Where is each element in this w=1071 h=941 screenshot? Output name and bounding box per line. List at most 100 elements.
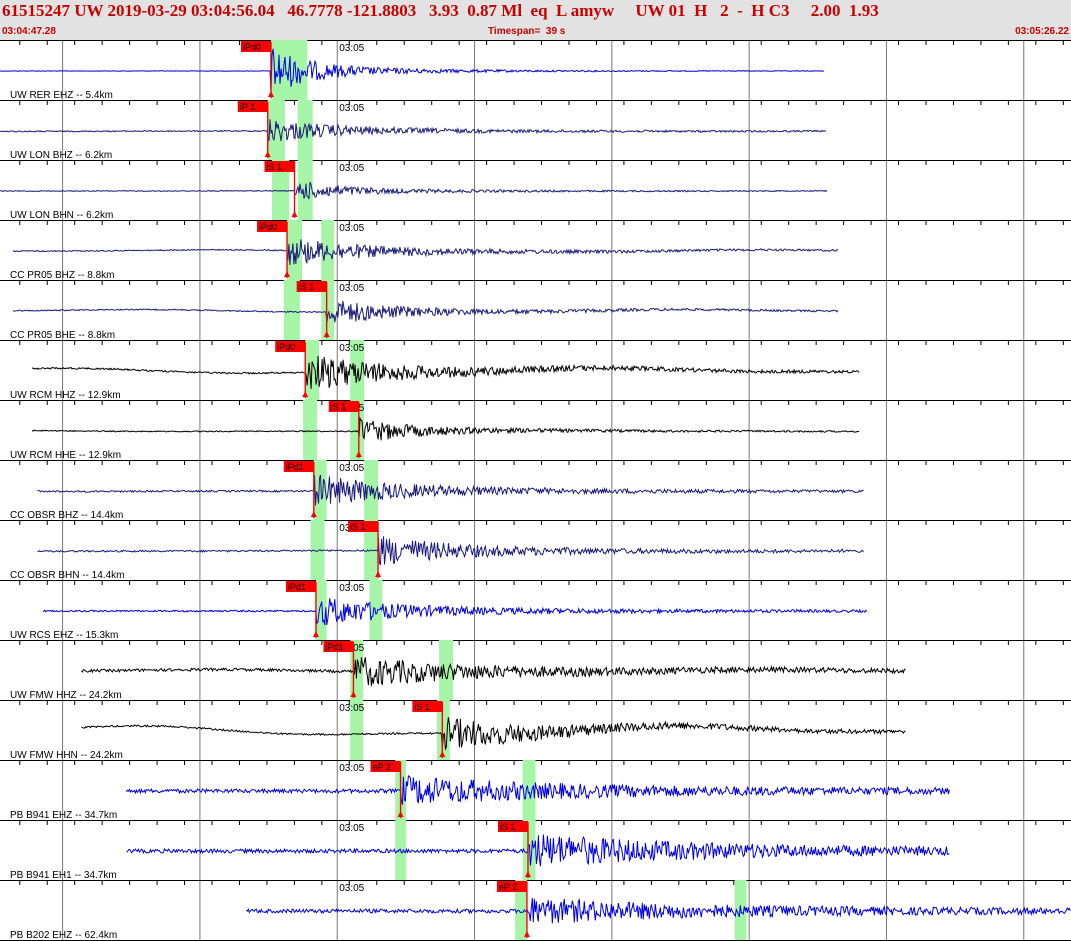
minute-label: 03:05 <box>339 343 364 354</box>
s-window-highlight <box>522 760 536 820</box>
waveform <box>42 598 868 626</box>
pick-label: eP 2 <box>373 762 391 772</box>
pick-label: iS 1 <box>267 162 283 172</box>
s-window-highlight <box>439 640 454 700</box>
trace-row: 03:05 iPd0 UW RCM HHZ -- 12.9km <box>0 340 1071 401</box>
trace-row: 03:05 iPd0 CC PR05 BHZ -- 8.8km <box>0 220 1071 281</box>
trace-row: 03:05 eP 2 PB B202 EHZ -- 62.4km <box>0 880 1071 941</box>
minute-label: 03:05 <box>339 583 364 594</box>
s-window-highlight <box>297 100 313 160</box>
waveform <box>245 898 1071 924</box>
waveform <box>37 536 864 566</box>
pick-label-box[interactable] <box>323 641 354 652</box>
trace-row: 03:05 iS 1 CC PR05 BHE -- 8.8km <box>0 280 1071 341</box>
pick-marker <box>284 271 291 277</box>
station-label: PB B941 EH1 -- 34.7km <box>10 870 117 881</box>
trace-row: 03:05 iPd1 CC OBSR BHZ -- 14.4km <box>0 460 1071 521</box>
pick-marker <box>291 211 298 217</box>
pick-label-box[interactable] <box>264 161 295 172</box>
waveform <box>0 119 827 142</box>
p-window-highlight <box>283 280 300 340</box>
waveform <box>31 355 860 389</box>
pick-marker <box>355 451 362 457</box>
pick-label: iP 1 <box>240 102 255 112</box>
pick-marker <box>323 331 330 337</box>
pick-label: eP 2 <box>499 882 517 892</box>
pick-label-box[interactable] <box>498 821 529 832</box>
pick-label: iPd1 <box>325 642 343 652</box>
pick-label-box[interactable] <box>275 341 306 352</box>
station-label: UW LON BHN -- 6.2km <box>10 210 113 221</box>
minute-label: 03:05 <box>339 883 364 894</box>
waveform <box>31 416 860 441</box>
pick-label: iPd0 <box>277 342 295 352</box>
pick-label: iPd1 <box>286 462 304 472</box>
event-summary-title: 61515247 UW 2019-03-29 03:04:56.04 46.77… <box>2 1 879 20</box>
waveform <box>37 474 864 506</box>
pick-marker <box>302 391 309 397</box>
minute-label: 03:05 <box>339 283 364 294</box>
station-label: PB B941 EHZ -- 34.7km <box>10 810 117 821</box>
trace-row: 03:05 iP 1 UW LON BHZ -- 6.2km <box>0 100 1071 161</box>
pick-marker <box>397 811 404 817</box>
p-window-highlight <box>310 520 325 580</box>
pick-label: iPd0 <box>259 222 277 232</box>
pick-label-box[interactable] <box>348 521 379 532</box>
pick-label-box[interactable] <box>496 881 527 892</box>
station-label: CC OBSR BHZ -- 14.4km <box>10 510 123 521</box>
s-window-highlight <box>321 280 335 340</box>
trace-row: 03:05 iPd0 UW RER EHZ -- 5.4km <box>0 40 1071 101</box>
station-label: PB B202 EHZ -- 62.4km <box>10 930 117 941</box>
waveform <box>81 717 906 750</box>
pick-label-box[interactable] <box>328 401 359 412</box>
minute-label: 03:05 <box>339 463 364 474</box>
waveform <box>0 181 828 200</box>
trace-row: 03:05 iS 1 PB B941 EH1 -- 34.7km <box>0 820 1071 881</box>
pick-marker <box>525 871 532 877</box>
pick-label: iS 1 <box>350 522 366 532</box>
pick-label-box[interactable] <box>412 701 443 712</box>
p-window-highlight <box>272 160 290 220</box>
timespan-label: Timespan= 39 s <box>488 26 566 37</box>
pick-label-box[interactable] <box>296 281 327 292</box>
minute-label: 03:05 <box>339 163 364 174</box>
start-time-label: 03:04:47.28 <box>2 26 56 37</box>
pick-marker <box>375 571 382 577</box>
p-window-highlight <box>303 400 318 460</box>
pick-label: iS 1 <box>331 402 347 412</box>
pick-label-box[interactable] <box>285 581 316 592</box>
pick-label-box[interactable] <box>237 101 268 112</box>
pick-label: iPd0 <box>243 42 261 52</box>
pick-label-box[interactable] <box>240 41 271 52</box>
pick-marker <box>439 751 446 757</box>
pick-marker <box>267 91 274 97</box>
s-window-highlight <box>350 400 365 460</box>
minute-label: 03:05 <box>339 703 364 714</box>
pick-label: iS 1 <box>414 702 430 712</box>
station-label: UW RCM HHZ -- 12.9km <box>10 390 121 401</box>
s-window-highlight <box>297 40 308 100</box>
pick-label-box[interactable] <box>283 461 314 472</box>
waveform <box>125 774 950 805</box>
minute-label: 03:05 <box>339 43 364 54</box>
pick-label-box[interactable] <box>370 761 401 772</box>
minute-label: 03:05 <box>339 763 364 774</box>
seismogram-panel: 03:05 iPd0 UW RER EHZ -- 5.4km 03:05 iP 1 UW … <box>0 40 1071 941</box>
pick-label-box[interactable] <box>257 221 288 232</box>
p-window-highlight <box>515 880 527 940</box>
station-label: UW FMW HHZ -- 24.2km <box>10 690 122 701</box>
station-label: UW RCM HHE -- 12.9km <box>10 450 121 461</box>
pick-label: iS 1 <box>299 282 315 292</box>
header-bar: 61515247 UW 2019-03-29 03:04:56.04 46.77… <box>0 0 1071 40</box>
station-label: CC OBSR BHN -- 14.4km <box>10 570 124 581</box>
waveform <box>126 834 950 867</box>
station-label: UW RCS EHZ -- 15.3km <box>10 630 118 641</box>
trace-row: 03:05 iPd1 UW RCS EHZ -- 15.3km <box>0 580 1071 641</box>
pick-marker <box>264 151 271 157</box>
pick-marker <box>523 931 530 937</box>
station-label: UW FMW HHN -- 24.2km <box>10 750 123 761</box>
p-window-highlight <box>350 700 364 760</box>
p-window-highlight <box>315 580 327 640</box>
